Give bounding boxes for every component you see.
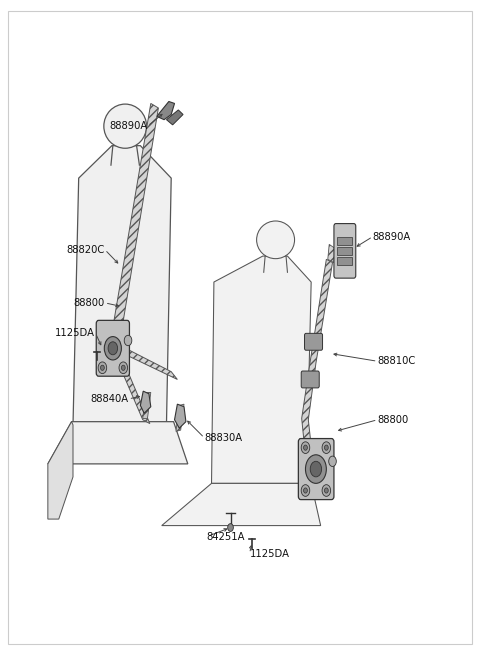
Polygon shape <box>328 244 335 263</box>
FancyBboxPatch shape <box>301 371 319 388</box>
Circle shape <box>301 442 310 453</box>
Circle shape <box>329 456 336 466</box>
Circle shape <box>324 445 328 450</box>
Text: 88800: 88800 <box>73 298 105 308</box>
Polygon shape <box>162 483 321 525</box>
Polygon shape <box>109 103 158 352</box>
Circle shape <box>303 445 307 450</box>
Circle shape <box>301 485 310 496</box>
Polygon shape <box>143 392 151 419</box>
Circle shape <box>104 337 121 360</box>
Polygon shape <box>140 391 151 413</box>
Text: 84251A: 84251A <box>207 532 245 542</box>
Text: 88820C: 88820C <box>67 244 105 255</box>
Text: 1125DA: 1125DA <box>55 328 96 338</box>
Polygon shape <box>301 259 333 467</box>
Text: 88890A: 88890A <box>373 232 411 242</box>
Circle shape <box>98 362 107 373</box>
Circle shape <box>121 365 125 370</box>
Ellipse shape <box>104 104 146 148</box>
Bar <box>337 247 352 255</box>
Polygon shape <box>48 422 188 464</box>
Circle shape <box>119 362 128 373</box>
Circle shape <box>322 442 331 453</box>
Polygon shape <box>176 404 184 432</box>
FancyBboxPatch shape <box>334 223 356 278</box>
Polygon shape <box>175 404 186 428</box>
Text: 1125DA: 1125DA <box>250 548 289 559</box>
Circle shape <box>303 488 307 493</box>
Circle shape <box>324 488 328 493</box>
Circle shape <box>108 342 118 355</box>
FancyBboxPatch shape <box>299 439 334 500</box>
Text: 88830A: 88830A <box>204 433 242 443</box>
Polygon shape <box>167 110 183 125</box>
Circle shape <box>228 523 233 531</box>
Text: 88840A: 88840A <box>90 394 129 404</box>
Bar <box>337 257 352 265</box>
Circle shape <box>124 335 132 346</box>
Bar <box>337 237 352 245</box>
Polygon shape <box>48 422 73 519</box>
Circle shape <box>100 365 104 370</box>
Circle shape <box>310 461 322 477</box>
Circle shape <box>305 455 326 483</box>
Polygon shape <box>212 256 311 483</box>
Polygon shape <box>120 346 178 379</box>
Polygon shape <box>73 145 171 425</box>
Text: 88810C: 88810C <box>378 356 416 366</box>
FancyBboxPatch shape <box>96 320 130 376</box>
Ellipse shape <box>257 221 295 259</box>
Polygon shape <box>116 357 150 424</box>
Text: 88800: 88800 <box>378 415 409 424</box>
Polygon shape <box>157 102 175 120</box>
Text: 88890A: 88890A <box>109 121 147 131</box>
Circle shape <box>322 485 331 496</box>
FancyBboxPatch shape <box>304 333 323 350</box>
